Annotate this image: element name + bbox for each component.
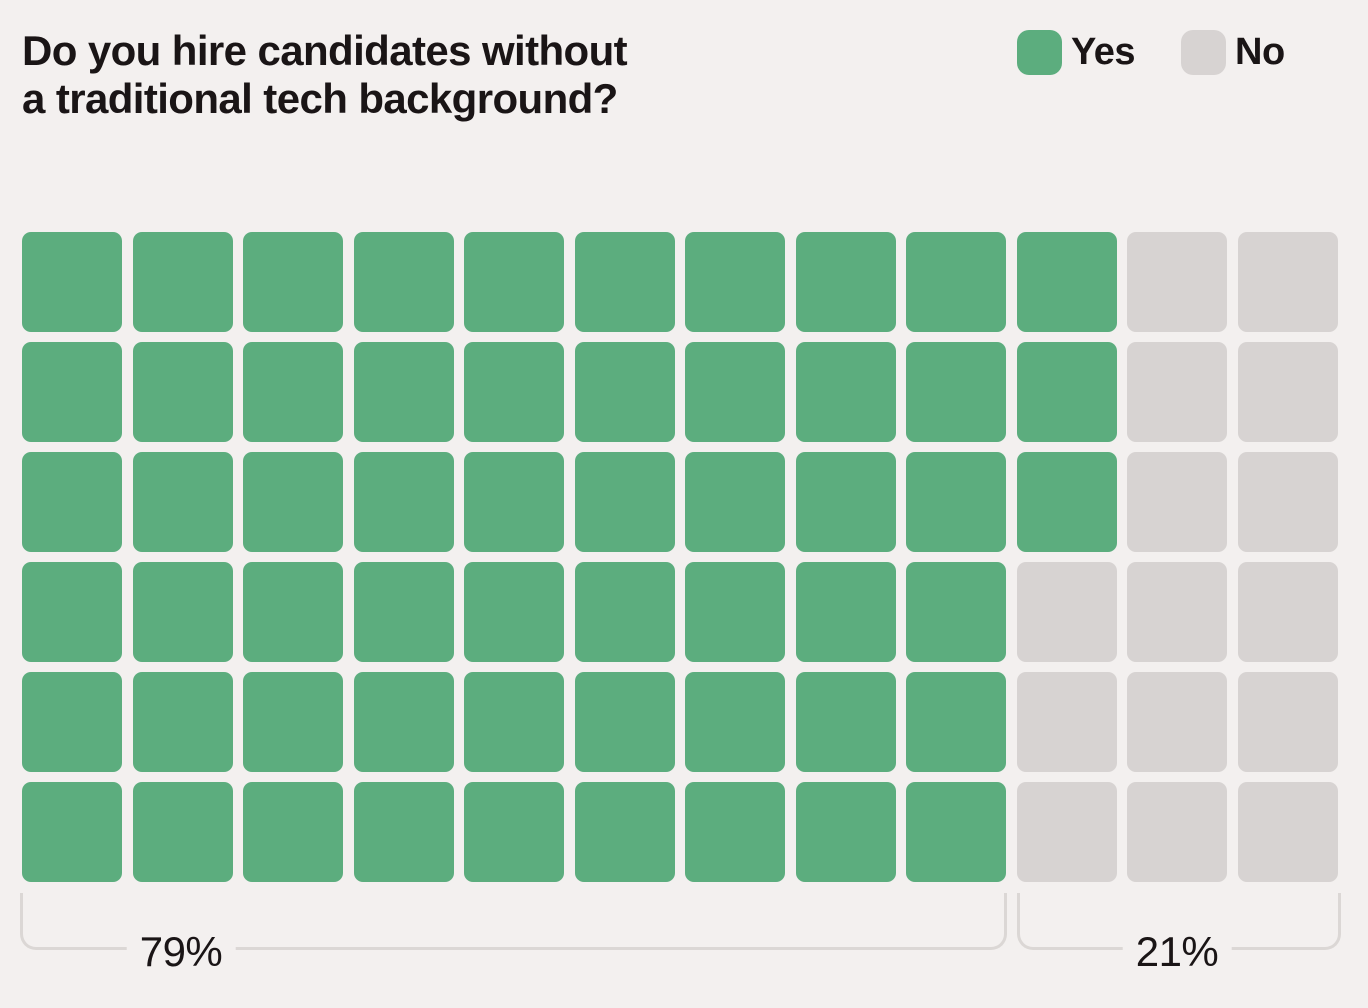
- waffle-cell-yes: [243, 342, 343, 442]
- legend-swatch-no: [1181, 30, 1227, 75]
- waffle-cell-yes: [685, 342, 785, 442]
- waffle-cell-yes: [906, 672, 1006, 772]
- legend-label-yes: Yes: [1071, 31, 1136, 73]
- waffle-cell-yes: [795, 782, 896, 882]
- waffle-cell-no: [1016, 672, 1117, 772]
- legend-item-no: No: [1181, 30, 1285, 75]
- chart-title-line-2: a traditional tech background?: [22, 75, 618, 122]
- waffle-cell-no: [1127, 562, 1227, 662]
- waffle-cell-yes: [685, 782, 785, 882]
- waffle-cell-yes: [464, 452, 564, 552]
- waffle-cell-yes: [353, 562, 454, 662]
- waffle-cell-yes: [243, 232, 343, 332]
- waffle-cell-yes: [132, 782, 233, 882]
- legend-label-no: No: [1235, 31, 1285, 73]
- waffle-cell-yes: [1016, 452, 1117, 552]
- waffle-cell-yes: [906, 452, 1006, 552]
- waffle-cell-yes: [243, 562, 343, 662]
- waffle-cell-yes: [795, 452, 896, 552]
- waffle-cell-yes: [243, 452, 343, 552]
- waffle-grid: [22, 232, 1338, 882]
- waffle-cell-yes: [574, 232, 675, 332]
- waffle-cell-yes: [795, 232, 896, 332]
- chart-title-line-1: Do you hire candidates without: [22, 27, 628, 74]
- waffle-cell-yes: [22, 562, 122, 662]
- waffle-cell-no: [1127, 232, 1227, 332]
- bracket-yes: [20, 893, 1007, 950]
- waffle-cell-no: [1016, 782, 1117, 882]
- waffle-cell-no: [1016, 562, 1117, 662]
- value-label-no: 21%: [1122, 928, 1232, 976]
- legend-item-yes: Yes: [1017, 30, 1136, 75]
- waffle-cell-no: [1237, 672, 1338, 772]
- waffle-cell-yes: [685, 562, 785, 662]
- waffle-cell-yes: [353, 672, 454, 772]
- waffle-cell-yes: [906, 232, 1006, 332]
- waffle-cell-yes: [795, 342, 896, 442]
- waffle-cell-yes: [574, 672, 675, 772]
- waffle-cell-yes: [353, 232, 454, 332]
- waffle-cell-no: [1237, 782, 1338, 882]
- waffle-cell-yes: [574, 782, 675, 882]
- waffle-cell-yes: [132, 232, 233, 332]
- waffle-cell-yes: [574, 342, 675, 442]
- waffle-cell-no: [1127, 342, 1227, 442]
- waffle-cell-yes: [906, 562, 1006, 662]
- waffle-cell-yes: [795, 562, 896, 662]
- waffle-cell-no: [1237, 452, 1338, 552]
- waffle-cell-yes: [22, 782, 122, 882]
- waffle-cell-yes: [22, 232, 122, 332]
- waffle-cell-yes: [1016, 232, 1117, 332]
- waffle-cell-yes: [22, 452, 122, 552]
- waffle-cell-yes: [132, 452, 233, 552]
- waffle-cell-no: [1127, 782, 1227, 882]
- waffle-cell-yes: [1016, 342, 1117, 442]
- value-label-yes: 79%: [126, 928, 236, 976]
- waffle-cell-yes: [464, 562, 564, 662]
- waffle-cell-yes: [464, 782, 564, 882]
- legend: Yes No: [1017, 30, 1285, 75]
- waffle-cell-no: [1237, 562, 1338, 662]
- waffle-cell-no: [1127, 452, 1227, 552]
- waffle-cell-yes: [243, 672, 343, 772]
- waffle-cell-yes: [685, 232, 785, 332]
- waffle-cell-yes: [132, 562, 233, 662]
- waffle-cell-yes: [22, 672, 122, 772]
- waffle-cell-yes: [132, 342, 233, 442]
- waffle-cell-no: [1237, 342, 1338, 442]
- waffle-cell-yes: [464, 672, 564, 772]
- legend-swatch-yes: [1017, 30, 1062, 75]
- waffle-cell-yes: [464, 232, 564, 332]
- waffle-cell-yes: [906, 782, 1006, 882]
- waffle-cell-yes: [132, 672, 233, 772]
- waffle-cell-no: [1127, 672, 1227, 772]
- waffle-cell-yes: [353, 452, 454, 552]
- waffle-cell-yes: [795, 672, 896, 772]
- waffle-cell-yes: [353, 342, 454, 442]
- waffle-cell-yes: [574, 452, 675, 552]
- waffle-cell-yes: [685, 452, 785, 552]
- chart-title: Do you hire candidates without a traditi…: [22, 27, 628, 123]
- waffle-cell-no: [1237, 232, 1338, 332]
- waffle-cell-yes: [906, 342, 1006, 442]
- waffle-cell-yes: [22, 342, 122, 442]
- waffle-cell-yes: [243, 782, 343, 882]
- waffle-cell-yes: [353, 782, 454, 882]
- waffle-cell-yes: [685, 672, 785, 772]
- waffle-cell-yes: [574, 562, 675, 662]
- waffle-cell-yes: [464, 342, 564, 442]
